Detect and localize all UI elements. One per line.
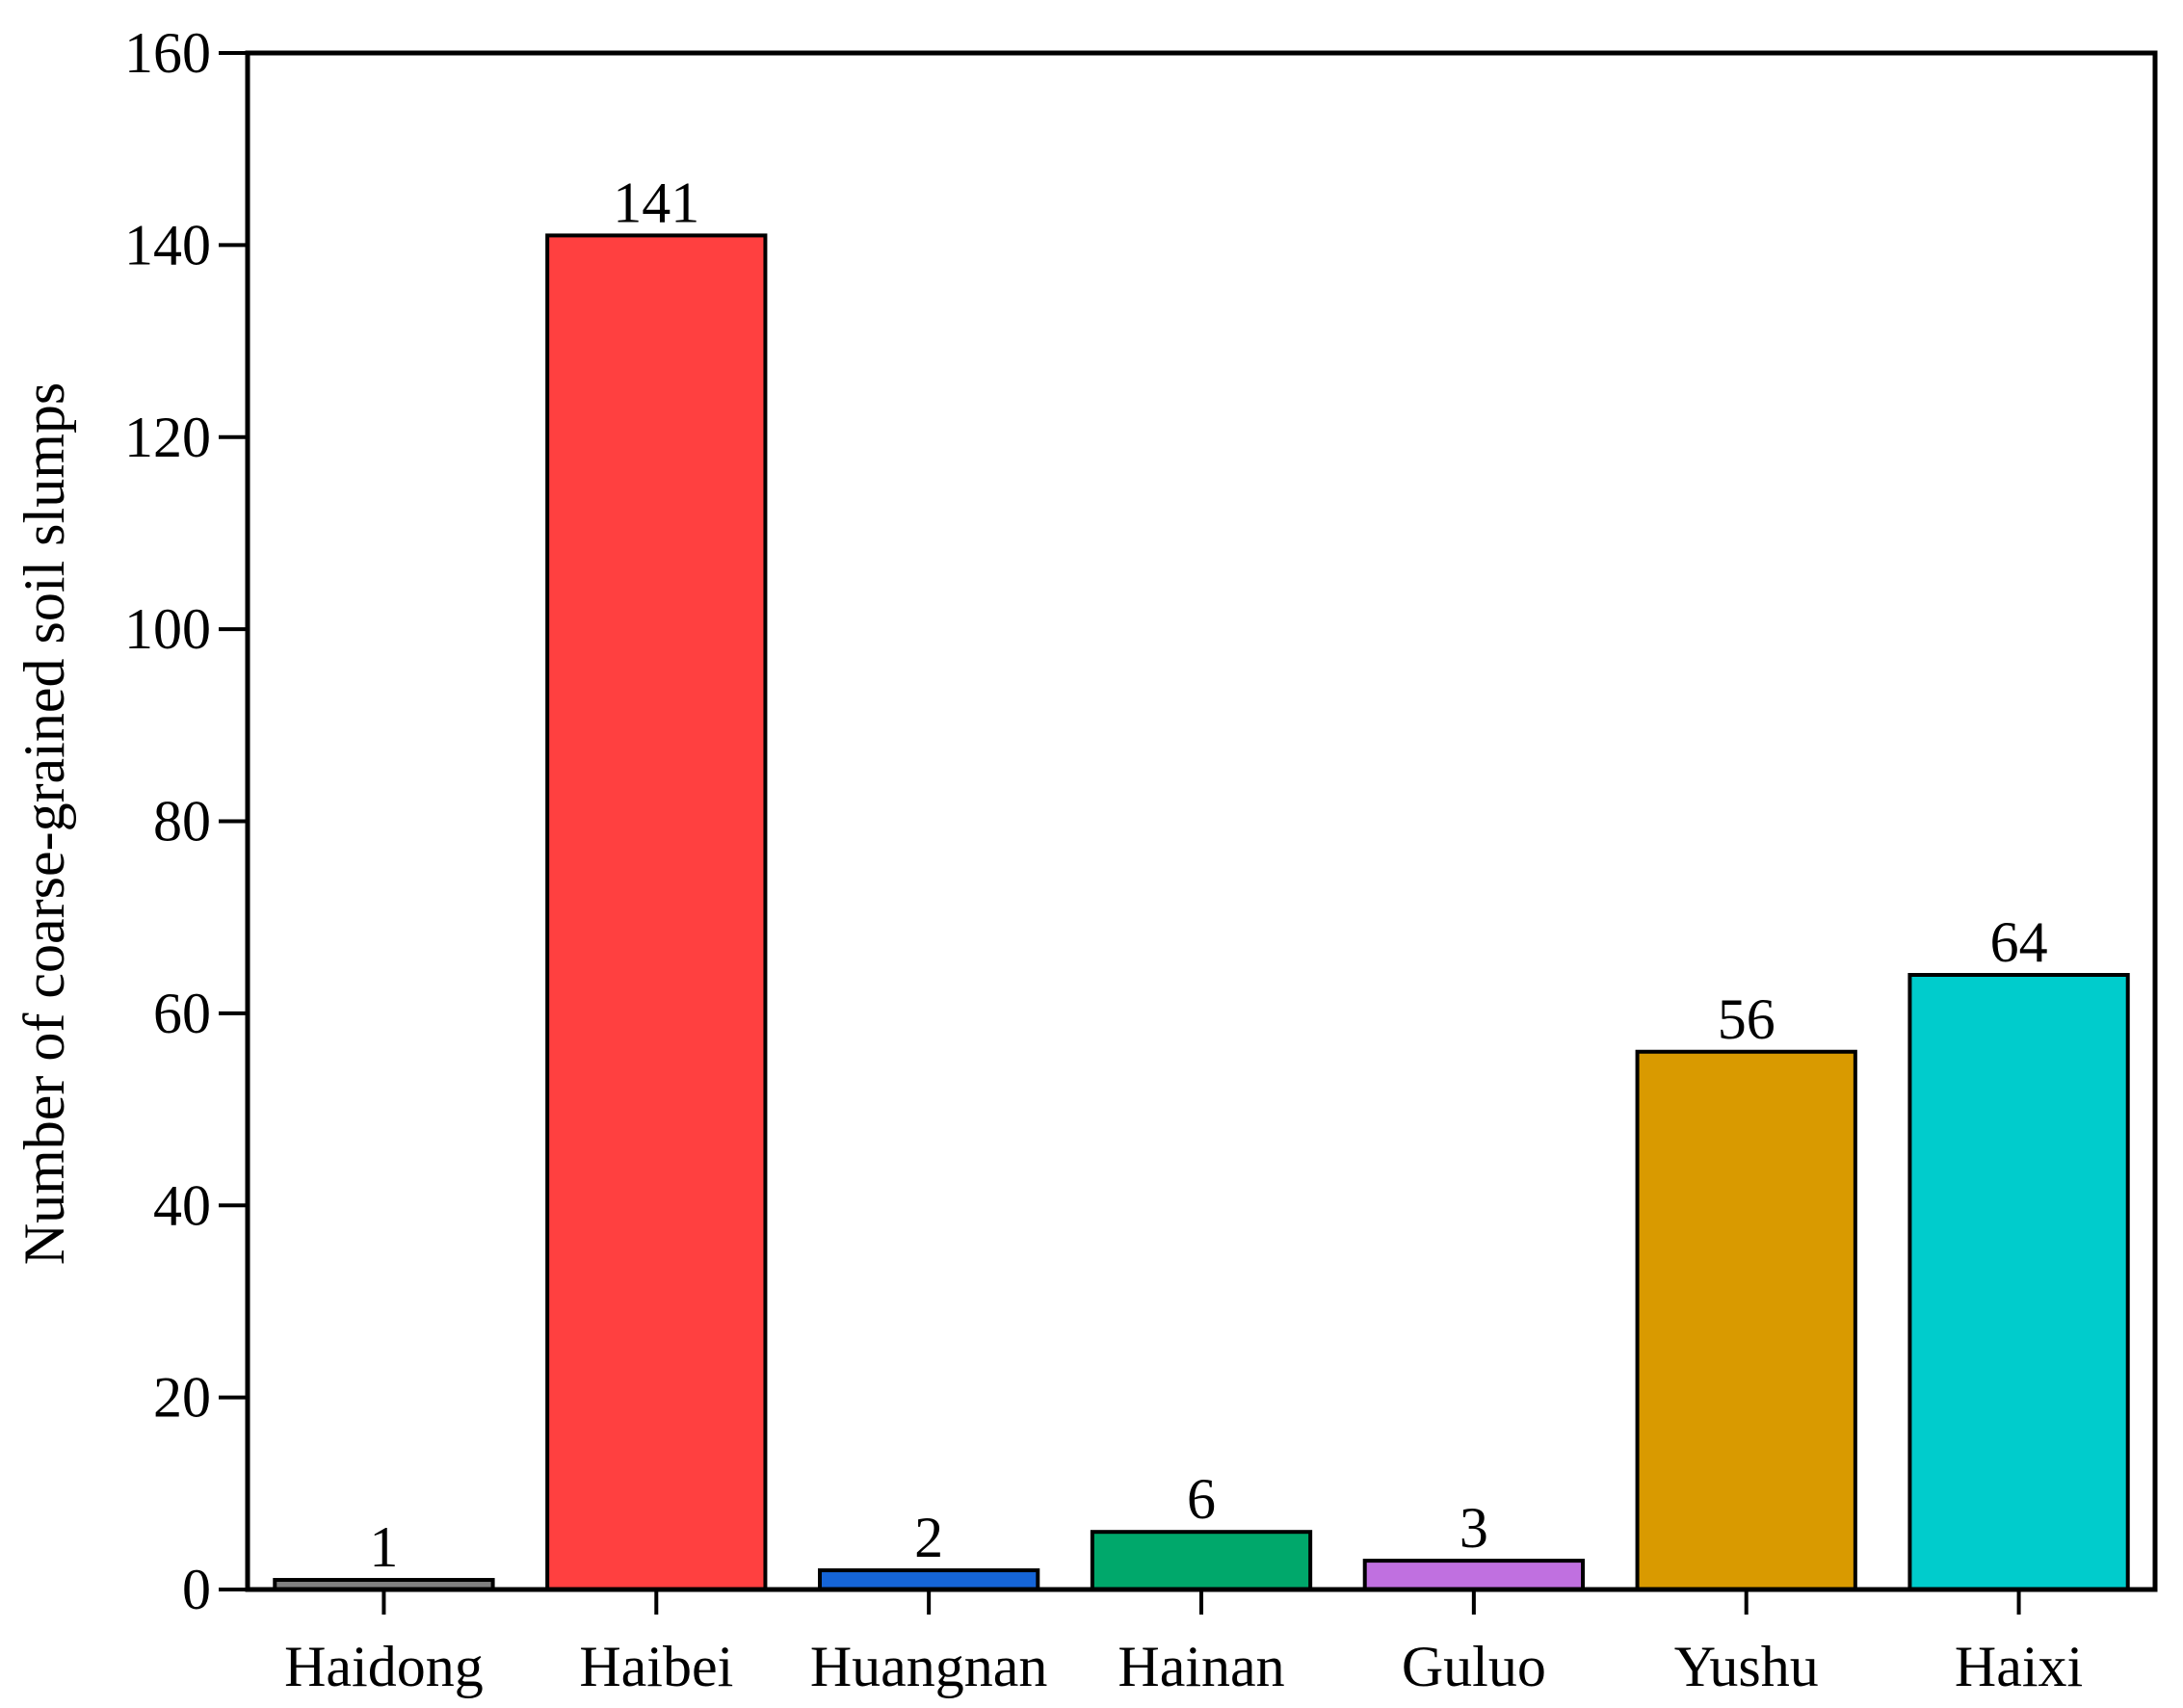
bar: [1090, 1530, 1313, 1591]
bar: [545, 233, 768, 1591]
y-tick-label: 80: [153, 790, 211, 854]
value-label: 141: [613, 171, 699, 234]
x-tick-label: Haidong: [284, 1635, 484, 1698]
value-label: 3: [1460, 1496, 1488, 1560]
bar: [818, 1568, 1040, 1591]
x-tick-label: Huangnan: [810, 1635, 1048, 1698]
y-tick-label: 60: [153, 982, 211, 1045]
y-tick-label: 20: [153, 1366, 211, 1430]
bar: [1362, 1559, 1585, 1591]
value-label: 2: [914, 1506, 943, 1569]
y-axis-label: Number of coarse-grained soil slumps: [13, 382, 76, 1265]
y-tick-label: 40: [153, 1173, 211, 1237]
x-tick-label: Haibei: [579, 1635, 733, 1698]
bar: [1907, 973, 2130, 1591]
x-tick-label: Hainan: [1118, 1635, 1284, 1698]
x-tick-label: Haixi: [1955, 1635, 2083, 1698]
y-tick-label: 120: [124, 406, 211, 469]
y-tick-label: 100: [124, 597, 211, 661]
bar: [1635, 1049, 1857, 1591]
value-label: 6: [1187, 1467, 1216, 1531]
y-tick-label: 0: [182, 1558, 211, 1621]
x-tick-label: Guluo: [1402, 1635, 1546, 1698]
y-tick-label: 140: [124, 213, 211, 276]
y-tick-label: 160: [124, 21, 211, 85]
plot-frame: [245, 50, 2158, 1592]
value-label: 64: [1990, 910, 2048, 974]
x-tick-label: Yushu: [1674, 1635, 1819, 1698]
value-label: 1: [369, 1515, 398, 1579]
value-label: 56: [1718, 987, 1775, 1051]
